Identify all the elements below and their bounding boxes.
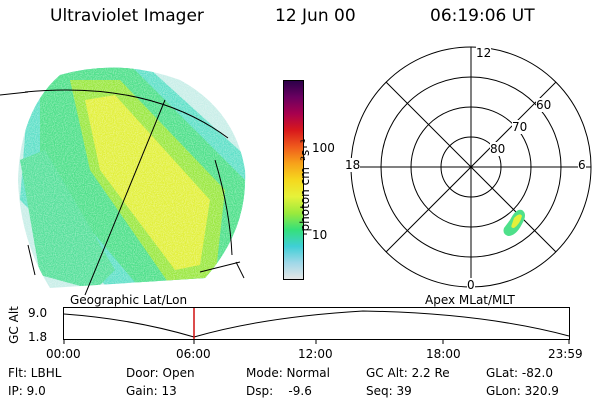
polar-lat-80: 80 [490, 142, 506, 156]
polar-lat-70: 70 [512, 120, 528, 134]
colorbar-unit-label: photon cm⁻²s⁻¹ [298, 138, 312, 232]
altitude-timeline [63, 307, 570, 344]
altitude-curve [63, 310, 570, 338]
timeline-xtick-1200: 12:00 [298, 347, 333, 361]
info-door: Door: Open [126, 366, 195, 380]
colorbar-tick-10: 10 [312, 228, 328, 242]
polar-mlt-plot [350, 46, 592, 288]
info-ip: IP: 9.0 [8, 384, 46, 398]
timeline-right-caption: Apex MLat/MLT [425, 293, 515, 307]
latitude-arc [24, 89, 229, 139]
info-seq: Seq: 39 [366, 384, 412, 398]
timeline-xtick-0000: 00:00 [46, 347, 81, 361]
info-mode: Mode: Normal [246, 366, 330, 380]
info-glon: GLon: 320.9 [486, 384, 559, 398]
info-gain: Gain: 13 [126, 384, 177, 398]
time-label: 06:19:06 UT [430, 6, 535, 26]
info-gcalt: GC Alt: 2.2 Re [366, 366, 450, 380]
polar-label-6: 6 [578, 158, 586, 172]
date-label: 12 Jun 00 [275, 6, 356, 26]
instrument-title: Ultraviolet Imager [50, 6, 204, 26]
polar-label-0: 0 [467, 278, 475, 292]
info-glat: GLat: -82.0 [486, 366, 553, 380]
polar-label-12: 12 [476, 46, 492, 60]
info-flt: Flt: LBHL [8, 366, 62, 380]
timeline-ytick-bottom: 1.8 [28, 330, 48, 344]
timeline-ylabel: GC Alt [7, 306, 21, 344]
emission-disk [18, 67, 246, 288]
timeline-xtick-2359: 23:59 [548, 347, 583, 361]
timeline-xtick-0600: 06:00 [176, 347, 211, 361]
polar-lat-60: 60 [536, 98, 552, 112]
colorbar [283, 80, 307, 280]
info-dsp: Dsp: -9.6 [246, 384, 312, 398]
timeline-xtick-1800: 18:00 [426, 347, 461, 361]
timeline-left-caption: Geographic Lat/Lon [70, 293, 188, 307]
timeline-ytick-top: 9.0 [28, 306, 48, 320]
auroral-image-panel [0, 67, 246, 296]
colorbar-tick-100: 100 [312, 141, 335, 155]
polar-label-18: 18 [345, 158, 361, 172]
meridian-line [84, 99, 166, 296]
